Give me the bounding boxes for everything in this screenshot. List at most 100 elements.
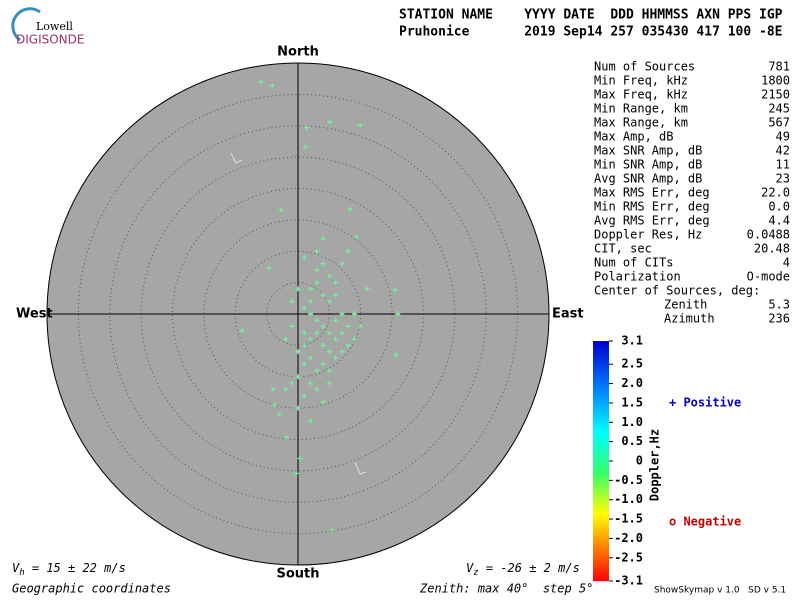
source-point: [314, 280, 320, 286]
source-point: [327, 119, 333, 125]
source-point: [333, 280, 339, 286]
source-point: [239, 327, 245, 333]
source-point: [333, 317, 339, 323]
source-point: [345, 324, 351, 330]
source-point: [294, 470, 300, 476]
source-point: [308, 380, 314, 386]
source-point: [347, 206, 353, 212]
source-point: [304, 125, 310, 131]
stat-value: 42: [776, 144, 790, 158]
stat-label: Center of Sources, deg:: [594, 284, 760, 298]
source-point: [353, 234, 359, 240]
compass-north: North: [277, 45, 319, 60]
source-point: [289, 298, 295, 304]
source-point: [326, 298, 332, 304]
stat-value: 567: [768, 116, 790, 130]
source-point: [301, 342, 307, 348]
compass-south: South: [276, 567, 319, 582]
colorbar-label: Doppler,Hz: [648, 429, 662, 501]
source-point: [301, 255, 307, 261]
source-point: [326, 330, 332, 336]
source-point: [314, 386, 320, 392]
source-point: [308, 286, 314, 292]
stat-label: Max Freq, kHz: [594, 88, 688, 102]
stat-label: Max RMS Err, deg: [594, 186, 710, 200]
source-point: [351, 336, 357, 342]
stat-label: Max Range, km: [594, 116, 688, 130]
colorbar-tick-label: 1.0: [621, 415, 643, 429]
vz: Vz = -26 ± 2 m/s: [466, 561, 580, 578]
source-point: [364, 286, 370, 292]
source-point: [266, 265, 272, 271]
source-point: [289, 380, 295, 386]
zenith-info: Zenith: max 40° step 5°: [419, 582, 593, 596]
vz-sub: z: [473, 568, 478, 578]
stat-label: Min Range, km: [594, 102, 688, 116]
source-point: [314, 367, 320, 373]
stat-label: Avg SNR Amp, dB: [594, 172, 702, 186]
center-label: Azimuth: [664, 312, 715, 326]
source-point: [301, 393, 307, 399]
source-point: [308, 298, 314, 304]
source-point: [345, 248, 351, 254]
stat-label: Max SNR Amp, dB: [594, 144, 702, 158]
source-point: [320, 261, 326, 267]
colorbar-tick-label: 0.5: [621, 434, 643, 448]
source-point: [351, 311, 357, 317]
stat-label: Min RMS Err, deg: [594, 200, 710, 214]
center-value: 236: [768, 312, 790, 326]
source-point: [339, 349, 345, 355]
colorbar-tick-label: -0.5: [614, 473, 643, 487]
stat-value: O-mode: [747, 270, 790, 284]
source-point: [333, 336, 339, 342]
source-point: [333, 292, 339, 298]
source-point: [326, 367, 332, 373]
source-point: [345, 342, 351, 348]
source-point: [314, 267, 320, 273]
coords: Geographic coordinates: [12, 582, 171, 596]
logo-bottom: DIGISONDE: [16, 33, 84, 47]
vh-text: = 15 ± 22 m/s: [25, 561, 126, 575]
source-point: [295, 349, 301, 355]
stat-label: Num of Sources: [594, 60, 695, 74]
logo-swirl: [11, 7, 41, 42]
center-value: 5.3: [768, 298, 790, 312]
legend-negative: o Negative: [669, 515, 741, 529]
vz-symbol: V: [466, 561, 474, 575]
stat-value: 781: [768, 60, 790, 74]
stat-label: Polarization: [594, 270, 681, 284]
center-label: Zenith: [664, 298, 707, 312]
zenith-marker: [230, 152, 243, 164]
stat-label: Max Amp, dB: [594, 130, 673, 144]
source-point: [295, 405, 301, 411]
vh-sub: h: [19, 568, 24, 578]
colorbar-tick-label: -2.0: [614, 531, 643, 545]
source-point: [393, 352, 399, 358]
version: ShowSkymap v 1.0 SD v 5.1: [654, 586, 786, 596]
compass-west: West: [16, 307, 53, 322]
legend-positive: + Positive: [669, 396, 741, 410]
stat-value: 0.0488: [747, 228, 790, 242]
colorbar: [593, 341, 609, 581]
vh: Vh = 15 ± 22 m/s: [12, 561, 126, 578]
colorbar-tick-label: -2.5: [614, 550, 643, 564]
source-point: [329, 527, 335, 533]
stat-value: 22.0: [761, 186, 790, 200]
vh-symbol: V: [12, 561, 20, 575]
source-point: [302, 144, 308, 150]
source-point: [308, 418, 314, 424]
stat-label: Doppler Res, Hz: [594, 228, 702, 242]
stat-value: 1800: [761, 74, 790, 88]
source-point: [308, 336, 314, 342]
colorbar-tick-label: 3.1: [621, 334, 643, 348]
colorbar-tick-label: 1.5: [621, 395, 643, 409]
stat-value: 0.0: [768, 200, 790, 214]
stat-label: Min SNR Amp, dB: [594, 158, 702, 172]
colorbar-tick-label: 0: [636, 454, 643, 468]
stat-value: 49: [776, 130, 790, 144]
source-point: [270, 386, 276, 392]
source-point: [258, 79, 264, 85]
source-point: [284, 434, 290, 440]
compass-east: East: [552, 307, 584, 322]
source-point: [333, 355, 339, 361]
